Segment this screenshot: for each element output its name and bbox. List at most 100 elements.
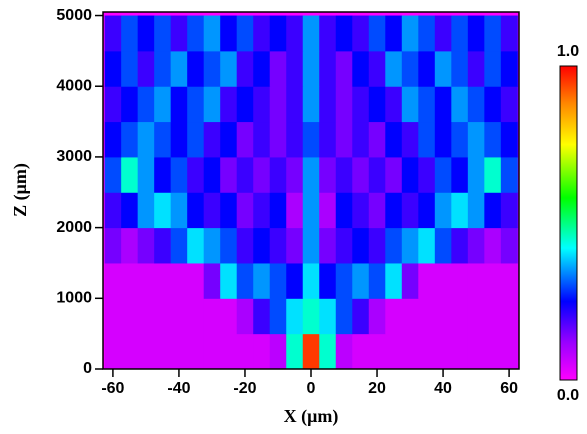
heatmap-cell <box>286 334 303 370</box>
heatmap-cell <box>336 157 353 193</box>
heatmap-cell <box>501 298 518 334</box>
heatmap-cell <box>204 334 221 370</box>
heatmap-cell <box>138 298 155 334</box>
heatmap-cell <box>418 334 435 370</box>
heatmap-cell <box>187 298 204 334</box>
heatmap-cell <box>187 192 204 228</box>
heatmap-cell <box>369 263 386 299</box>
heatmap-cell <box>369 51 386 87</box>
heatmap-cell <box>286 51 303 87</box>
heatmap-cell <box>484 298 501 334</box>
heatmap-cell <box>385 51 402 87</box>
heatmap-cell <box>187 16 204 52</box>
x-tick-label: -40 <box>167 380 190 397</box>
heatmap-cell <box>121 157 138 193</box>
y-tick-label: 2000 <box>56 219 92 236</box>
heatmap-cell <box>154 192 171 228</box>
heatmap-cell <box>171 192 188 228</box>
heatmap-cell <box>352 192 369 228</box>
heatmap-cell <box>435 86 452 122</box>
heatmap-cell <box>319 263 336 299</box>
heatmap-cell <box>253 86 270 122</box>
heatmap-cell <box>204 228 221 264</box>
heatmap-cell <box>336 192 353 228</box>
heatmap-cell <box>253 157 270 193</box>
heatmap-cell <box>253 228 270 264</box>
heatmap-cell <box>336 334 353 370</box>
heatmap-cell <box>171 51 188 87</box>
heatmap-cell <box>105 51 122 87</box>
heatmap-cell <box>402 263 419 299</box>
heatmap-cell <box>286 157 303 193</box>
heatmap-cell <box>303 86 320 122</box>
heatmap-cell <box>418 86 435 122</box>
heatmap-cell <box>435 334 452 370</box>
y-tick-label: 5000 <box>56 7 92 24</box>
heatmap-cell <box>451 16 468 52</box>
heatmap-cell <box>237 157 254 193</box>
heatmap-cell <box>303 298 320 334</box>
heatmap-cell <box>187 228 204 264</box>
heatmap-cell <box>253 263 270 299</box>
heatmap-cell <box>319 334 336 370</box>
heatmap-cell <box>220 192 237 228</box>
heatmap-cell <box>171 122 188 158</box>
heatmap-cell <box>121 86 138 122</box>
heatmap-cell <box>369 334 386 370</box>
heatmap-cell <box>286 86 303 122</box>
heatmap-cell <box>451 51 468 87</box>
heatmap-cell <box>402 192 419 228</box>
heatmap-cell <box>369 86 386 122</box>
heatmap-cell <box>435 16 452 52</box>
heatmap-cell <box>286 228 303 264</box>
heatmap-cell <box>303 228 320 264</box>
x-tick-label: 40 <box>434 380 452 397</box>
heatmap-cell <box>187 122 204 158</box>
heatmap-cell <box>121 263 138 299</box>
y-tick-label: 3000 <box>56 148 92 165</box>
heatmap-cell <box>418 51 435 87</box>
colorbar <box>560 66 577 380</box>
heatmap-cell <box>435 157 452 193</box>
heatmap-cell <box>402 157 419 193</box>
heatmap-cell <box>171 157 188 193</box>
heatmap-cell <box>270 86 287 122</box>
heatmap-cell <box>369 157 386 193</box>
heatmap-cell <box>220 228 237 264</box>
heatmap-cell <box>336 122 353 158</box>
y-tick-label: 0 <box>83 360 92 377</box>
heatmap-cell <box>352 228 369 264</box>
heatmap-cell <box>385 334 402 370</box>
heatmap-cell <box>154 122 171 158</box>
heatmap-cell <box>121 334 138 370</box>
heatmap-cell <box>484 192 501 228</box>
heatmap-cell <box>105 298 122 334</box>
heatmap-cell <box>468 86 485 122</box>
heatmap-cell <box>237 334 254 370</box>
heatmap-cell <box>484 263 501 299</box>
heatmap-cell <box>501 157 518 193</box>
heatmap-cell <box>237 122 254 158</box>
heatmap-cell <box>253 334 270 370</box>
heatmap-cell <box>352 334 369 370</box>
heatmap-cell <box>451 157 468 193</box>
heatmap-cell <box>484 86 501 122</box>
heatmap-cell <box>220 86 237 122</box>
heatmap-cell <box>402 228 419 264</box>
heatmap-cell <box>171 298 188 334</box>
heatmap-cell <box>501 51 518 87</box>
heatmap-cell <box>484 122 501 158</box>
x-tick-label: 0 <box>307 380 316 397</box>
heatmap-cell <box>468 263 485 299</box>
heatmap-cell <box>105 228 122 264</box>
heatmap-cell <box>385 228 402 264</box>
heatmap-cell <box>171 86 188 122</box>
heatmap-cell <box>105 334 122 370</box>
heatmap-cell <box>352 122 369 158</box>
heatmap-cell <box>352 16 369 52</box>
heatmap-cell <box>468 16 485 52</box>
heatmap-cell <box>105 122 122 158</box>
y-axis-title: Z (μm) <box>10 163 31 217</box>
heatmap-cell <box>468 51 485 87</box>
